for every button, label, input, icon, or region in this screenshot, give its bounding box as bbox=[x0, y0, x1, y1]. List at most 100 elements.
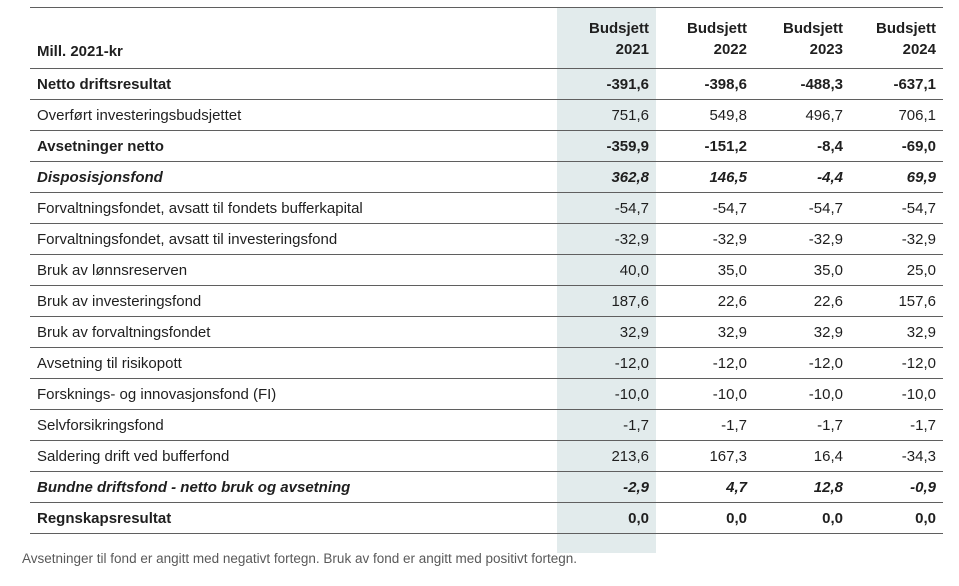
value-cell: -10,0 bbox=[557, 378, 656, 410]
value-cell: 35,0 bbox=[656, 254, 754, 286]
table-row: Forsknings- og innovasjonsfond (FI) -10,… bbox=[30, 378, 943, 410]
value-cell: -391,6 bbox=[557, 68, 656, 100]
budget-table-area: Mill. 2021-kr Budsjett 2021 Budsjett 202… bbox=[30, 7, 943, 553]
column-header-label: Budsjett bbox=[876, 20, 936, 37]
value-cell: -54,7 bbox=[754, 192, 850, 224]
value-cell: 35,0 bbox=[754, 254, 850, 286]
value-cell: 0,0 bbox=[656, 502, 754, 534]
value-cell: 12,8 bbox=[754, 471, 850, 503]
value-cell: -54,7 bbox=[850, 192, 943, 224]
value-cell: -69,0 bbox=[850, 130, 943, 162]
column-header-year: 2023 bbox=[809, 41, 843, 58]
row-label: Netto driftsresultat bbox=[30, 68, 557, 100]
value-cell: 549,8 bbox=[656, 99, 754, 131]
value-cell: -10,0 bbox=[656, 378, 754, 410]
value-cell: -12,0 bbox=[850, 347, 943, 379]
value-cell: 25,0 bbox=[850, 254, 943, 286]
row-label: Saldering drift ved bufferfond bbox=[30, 440, 557, 472]
value-cell: -359,9 bbox=[557, 130, 656, 162]
value-cell: 32,9 bbox=[754, 316, 850, 348]
table-row: Disposisjonsfond 362,8 146,5 -4,4 69,9 bbox=[30, 161, 943, 193]
table-row: Bruk av lønnsreserven 40,0 35,0 35,0 25,… bbox=[30, 254, 943, 286]
value-cell: 32,9 bbox=[656, 316, 754, 348]
value-cell: -34,3 bbox=[850, 440, 943, 472]
column-header-year: 2022 bbox=[713, 41, 747, 58]
header-row: Mill. 2021-kr Budsjett 2021 Budsjett 202… bbox=[30, 7, 943, 69]
value-cell: -151,2 bbox=[656, 130, 754, 162]
row-label-header: Mill. 2021-kr bbox=[30, 7, 557, 69]
value-cell: 213,6 bbox=[557, 440, 656, 472]
table-row: Forvaltningsfondet, avsatt til investeri… bbox=[30, 223, 943, 255]
value-cell: 22,6 bbox=[754, 285, 850, 317]
row-label: Bundne driftsfond - netto bruk og avsetn… bbox=[30, 471, 557, 503]
table-row: Netto driftsresultat -391,6 -398,6 -488,… bbox=[30, 68, 943, 100]
value-cell: -1,7 bbox=[557, 409, 656, 441]
table-row: Regnskapsresultat 0,0 0,0 0,0 0,0 bbox=[30, 502, 943, 534]
row-label: Disposisjonsfond bbox=[30, 161, 557, 193]
value-cell: -1,7 bbox=[656, 409, 754, 441]
row-label: Bruk av investeringsfond bbox=[30, 285, 557, 317]
table-row: Bundne driftsfond - netto bruk og avsetn… bbox=[30, 471, 943, 503]
value-cell: -12,0 bbox=[754, 347, 850, 379]
value-cell: -4,4 bbox=[754, 161, 850, 193]
value-cell: 496,7 bbox=[754, 99, 850, 131]
row-label: Regnskapsresultat bbox=[30, 502, 557, 534]
table-row: Saldering drift ved bufferfond 213,6 167… bbox=[30, 440, 943, 472]
footnote: Avsetninger til fond er angitt med negat… bbox=[22, 551, 578, 566]
value-cell: -637,1 bbox=[850, 68, 943, 100]
table-row: Forvaltningsfondet, avsatt til fondets b… bbox=[30, 192, 943, 224]
column-header-2023: Budsjett 2023 bbox=[754, 7, 850, 69]
value-cell: 22,6 bbox=[656, 285, 754, 317]
row-label: Overført investeringsbudsjettet bbox=[30, 99, 557, 131]
value-cell: 32,9 bbox=[850, 316, 943, 348]
value-cell: -2,9 bbox=[557, 471, 656, 503]
budget-table: Mill. 2021-kr Budsjett 2021 Budsjett 202… bbox=[30, 7, 943, 534]
value-cell: 32,9 bbox=[557, 316, 656, 348]
column-header-2022: Budsjett 2022 bbox=[656, 7, 754, 69]
value-cell: -12,0 bbox=[656, 347, 754, 379]
row-label: Bruk av forvaltningsfondet bbox=[30, 316, 557, 348]
table-row: Bruk av investeringsfond 187,6 22,6 22,6… bbox=[30, 285, 943, 317]
value-cell: 0,0 bbox=[557, 502, 656, 534]
column-header-2021: Budsjett 2021 bbox=[557, 7, 656, 69]
row-label: Forvaltningsfondet, avsatt til investeri… bbox=[30, 223, 557, 255]
value-cell: 157,6 bbox=[850, 285, 943, 317]
value-cell: 706,1 bbox=[850, 99, 943, 131]
value-cell: -32,9 bbox=[656, 223, 754, 255]
value-cell: 167,3 bbox=[656, 440, 754, 472]
value-cell: -1,7 bbox=[850, 409, 943, 441]
row-label: Forsknings- og innovasjonsfond (FI) bbox=[30, 378, 557, 410]
value-cell: -54,7 bbox=[557, 192, 656, 224]
value-cell: -32,9 bbox=[557, 223, 656, 255]
table-row: Avsetning til risikopott -12,0 -12,0 -12… bbox=[30, 347, 943, 379]
value-cell: 69,9 bbox=[850, 161, 943, 193]
value-cell: -10,0 bbox=[754, 378, 850, 410]
row-label: Selvforsikringsfond bbox=[30, 409, 557, 441]
column-header-year: 2021 bbox=[615, 41, 649, 58]
value-cell: 4,7 bbox=[656, 471, 754, 503]
value-cell: -8,4 bbox=[754, 130, 850, 162]
row-label: Forvaltningsfondet, avsatt til fondets b… bbox=[30, 192, 557, 224]
table-row: Avsetninger netto -359,9 -151,2 -8,4 -69… bbox=[30, 130, 943, 162]
table-row: Overført investeringsbudsjettet 751,6 54… bbox=[30, 99, 943, 131]
value-cell: 16,4 bbox=[754, 440, 850, 472]
value-cell: -32,9 bbox=[850, 223, 943, 255]
value-cell: -32,9 bbox=[754, 223, 850, 255]
value-cell: -12,0 bbox=[557, 347, 656, 379]
value-cell: -10,0 bbox=[850, 378, 943, 410]
column-header-label: Budsjett bbox=[589, 20, 649, 37]
value-cell: -0,9 bbox=[850, 471, 943, 503]
value-cell: 0,0 bbox=[754, 502, 850, 534]
value-cell: 187,6 bbox=[557, 285, 656, 317]
table-row: Selvforsikringsfond -1,7 -1,7 -1,7 -1,7 bbox=[30, 409, 943, 441]
value-cell: -1,7 bbox=[754, 409, 850, 441]
column-header-label: Budsjett bbox=[783, 20, 843, 37]
value-cell: 362,8 bbox=[557, 161, 656, 193]
value-cell: 0,0 bbox=[850, 502, 943, 534]
column-header-label: Budsjett bbox=[687, 20, 747, 37]
row-label: Avsetning til risikopott bbox=[30, 347, 557, 379]
value-cell: 146,5 bbox=[656, 161, 754, 193]
row-label: Bruk av lønnsreserven bbox=[30, 254, 557, 286]
column-header-year: 2024 bbox=[902, 41, 936, 58]
value-cell: 40,0 bbox=[557, 254, 656, 286]
